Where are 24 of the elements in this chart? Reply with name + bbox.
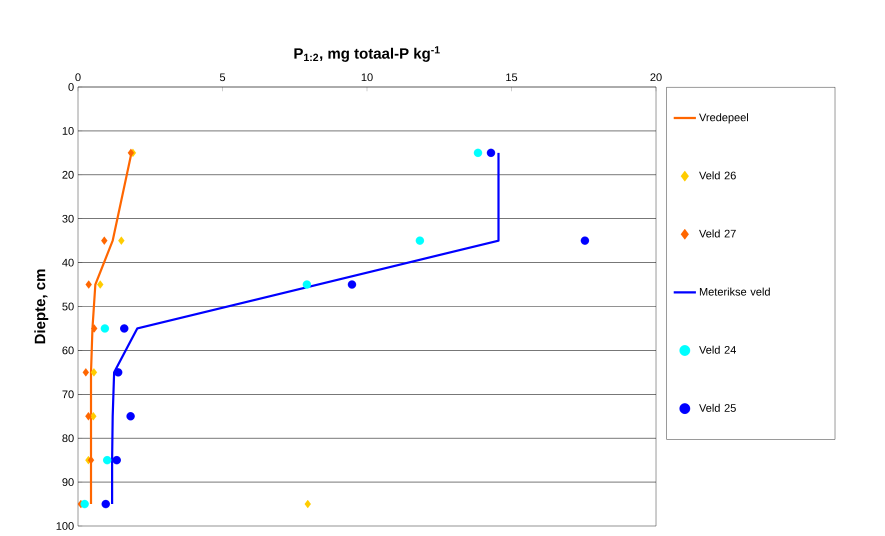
y-tick-label: 20	[62, 170, 74, 179]
x-axis-title: P$_{1:2}$, mg totaal-P kg$^{-1}$	[294, 46, 440, 62]
y-axis-title: Diepte, cm	[34, 270, 48, 344]
y-tick-label: 100	[56, 522, 74, 530]
legend-label: Veld 24	[699, 346, 736, 354]
x-tick-label: 5	[220, 73, 226, 82]
x-tick-label: 10	[362, 73, 373, 82]
x-tick-label: 0	[75, 73, 81, 82]
x-tick-label: 20	[650, 73, 662, 82]
y-tick-label: 10	[62, 127, 74, 135]
y-tick-label: 50	[62, 302, 74, 310]
y-tick-label: 60	[62, 346, 74, 354]
legend-label: Vredepeel	[699, 113, 748, 124]
y-tick-label: 90	[62, 478, 74, 486]
y-tick-label: 0	[68, 83, 74, 91]
x-tick-label: 15	[506, 73, 518, 82]
y-tick-label: 80	[62, 434, 74, 442]
legend-label: Meterikse veld	[700, 288, 770, 296]
y-tick-label: 30	[62, 214, 74, 223]
legend-label: Veld 25	[699, 404, 736, 412]
y-tick-label: 40	[62, 258, 74, 266]
legend-label: Veld 26	[699, 171, 736, 180]
legend-label: Veld 27	[699, 229, 736, 238]
y-tick-label: 70	[62, 390, 74, 398]
